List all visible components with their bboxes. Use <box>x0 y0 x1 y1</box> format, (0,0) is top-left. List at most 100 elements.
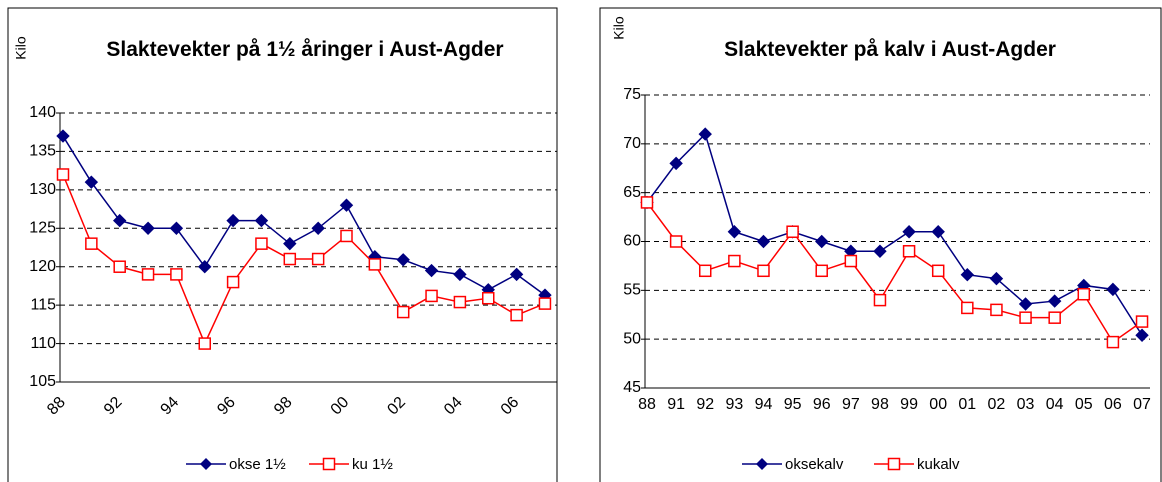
x-tick-label: 98 <box>271 394 296 419</box>
marker <box>902 245 916 258</box>
x-tick-label: 94 <box>755 396 773 413</box>
marker <box>84 175 99 189</box>
marker <box>902 225 916 239</box>
marker <box>989 271 1004 286</box>
x-tick-label: 98 <box>871 396 889 413</box>
marker <box>85 237 98 250</box>
marker <box>728 254 741 268</box>
marker <box>698 127 712 141</box>
x-tick-label: 00 <box>929 396 947 413</box>
x-tick-label: 88 <box>638 396 656 413</box>
y-tick-label: 135 <box>29 143 56 160</box>
y-tick-label: 115 <box>30 296 56 313</box>
x-tick-label: 02 <box>384 394 409 419</box>
marker <box>283 252 297 266</box>
x-tick-label: 88 <box>44 394 69 419</box>
marker <box>960 267 975 282</box>
marker <box>873 244 887 258</box>
marker <box>510 308 523 322</box>
marker <box>844 254 858 268</box>
x-tick-label: 07 <box>1133 396 1151 413</box>
marker <box>1135 328 1149 342</box>
x-tick-label: 99 <box>900 396 918 413</box>
chart-border <box>7 7 558 482</box>
marker <box>757 264 770 278</box>
marker <box>815 234 829 249</box>
marker <box>990 303 1003 317</box>
marker <box>453 295 467 309</box>
legend-label: okse 1½ <box>229 456 286 473</box>
y-tick-label: 110 <box>30 335 56 352</box>
y-tick-label: 50 <box>623 330 641 347</box>
legend-marker <box>322 457 336 471</box>
x-tick-label: 95 <box>784 396 802 413</box>
marker <box>669 235 683 248</box>
x-tick-label: 97 <box>842 396 860 413</box>
y-tick-label: 70 <box>623 135 641 152</box>
marker <box>538 297 552 310</box>
marker <box>311 252 325 266</box>
marker <box>1018 297 1033 311</box>
marker <box>1106 335 1120 349</box>
marker <box>169 221 184 235</box>
y-tick-label: 120 <box>29 258 56 275</box>
y-tick-label: 75 <box>623 86 641 103</box>
y-tick-label: 65 <box>623 184 641 201</box>
marker <box>56 129 70 143</box>
legend-label: ku 1½ <box>352 456 393 473</box>
x-tick-label: 91 <box>667 396 685 413</box>
x-tick-label: 04 <box>1046 396 1064 413</box>
y-tick-label: 60 <box>623 233 641 250</box>
marker <box>340 229 353 243</box>
legend-label: kukalv <box>917 456 960 473</box>
marker <box>226 213 240 228</box>
marker <box>931 264 945 278</box>
marker <box>368 258 382 271</box>
marker <box>339 198 354 212</box>
marker <box>669 156 683 171</box>
legend-marker <box>756 458 768 470</box>
marker <box>1047 294 1062 308</box>
legend-marker <box>887 457 901 471</box>
x-tick-label: 94 <box>158 394 183 419</box>
x-tick-label: 96 <box>813 396 831 413</box>
marker <box>56 168 70 181</box>
marker <box>311 221 325 235</box>
chart-border <box>599 7 1162 482</box>
marker <box>226 275 240 289</box>
x-tick-label: 96 <box>214 394 239 419</box>
marker <box>425 289 438 303</box>
marker <box>198 260 212 274</box>
marker <box>254 213 269 228</box>
y-axis-label: Kilo <box>13 36 29 60</box>
marker <box>1019 311 1032 324</box>
marker <box>283 236 297 251</box>
marker <box>1048 311 1061 324</box>
series-line <box>646 132 1143 336</box>
chart-title: Slaktevekter på kalv i Aust-Agder <box>724 38 1056 61</box>
marker <box>727 225 742 239</box>
marker <box>113 260 126 273</box>
y-tick-label: 105 <box>29 373 56 390</box>
x-tick-label: 06 <box>498 394 523 419</box>
marker <box>424 263 439 278</box>
marker <box>698 264 712 278</box>
marker <box>170 268 183 281</box>
marker <box>815 264 828 278</box>
marker <box>873 293 887 307</box>
marker <box>396 305 410 319</box>
marker <box>931 225 945 239</box>
marker <box>198 337 211 350</box>
legend-marker <box>200 458 212 470</box>
marker <box>141 268 155 281</box>
x-tick-label: 00 <box>328 394 353 419</box>
x-tick-label: 04 <box>441 394 466 419</box>
marker <box>1106 282 1120 297</box>
series-line <box>646 201 1143 344</box>
x-tick-label: 02 <box>988 396 1006 413</box>
marker <box>396 253 410 267</box>
legend-label: oksekalv <box>785 456 844 473</box>
x-tick-label: 92 <box>696 396 714 413</box>
marker <box>1135 315 1149 328</box>
